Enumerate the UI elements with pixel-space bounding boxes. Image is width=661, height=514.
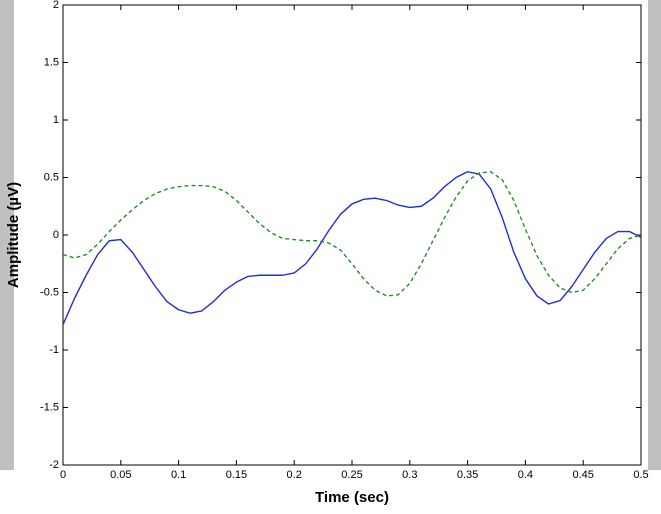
y-tick-label: -1	[49, 344, 59, 356]
y-tick-label: -0.5	[40, 286, 59, 298]
series-line	[62, 171, 642, 325]
plot-area	[62, 4, 642, 466]
y-tick-label: 1.5	[44, 56, 59, 68]
y-tick-label: -2	[49, 459, 59, 471]
y-axis-label: Amplitude (µV)	[5, 182, 22, 288]
x-tick-label: 0.1	[171, 469, 186, 481]
figure-bg	[0, 0, 14, 470]
x-tick-label: 0.4	[518, 469, 533, 481]
series-line	[62, 171, 642, 297]
y-tick-label: -1.5	[40, 401, 59, 413]
y-tick-label: 0	[53, 229, 59, 241]
x-tick-label: 0	[60, 469, 66, 481]
x-tick-label: 0.3	[402, 469, 417, 481]
x-tick-label: 0.35	[457, 469, 478, 481]
x-tick-label: 0.25	[341, 469, 362, 481]
y-tick-label: 2	[53, 0, 59, 11]
y-tick-label: 0.5	[44, 171, 59, 183]
x-tick-label: 0.15	[226, 469, 247, 481]
x-tick-label: 0.2	[287, 469, 302, 481]
x-tick-label: 0.5	[633, 469, 648, 481]
x-axis-label: Time (sec)	[315, 489, 389, 506]
x-tick-label: 0.45	[572, 469, 593, 481]
figure-bg	[648, 0, 661, 470]
x-tick-label: 0.05	[110, 469, 131, 481]
y-tick-label: 1	[53, 114, 59, 126]
